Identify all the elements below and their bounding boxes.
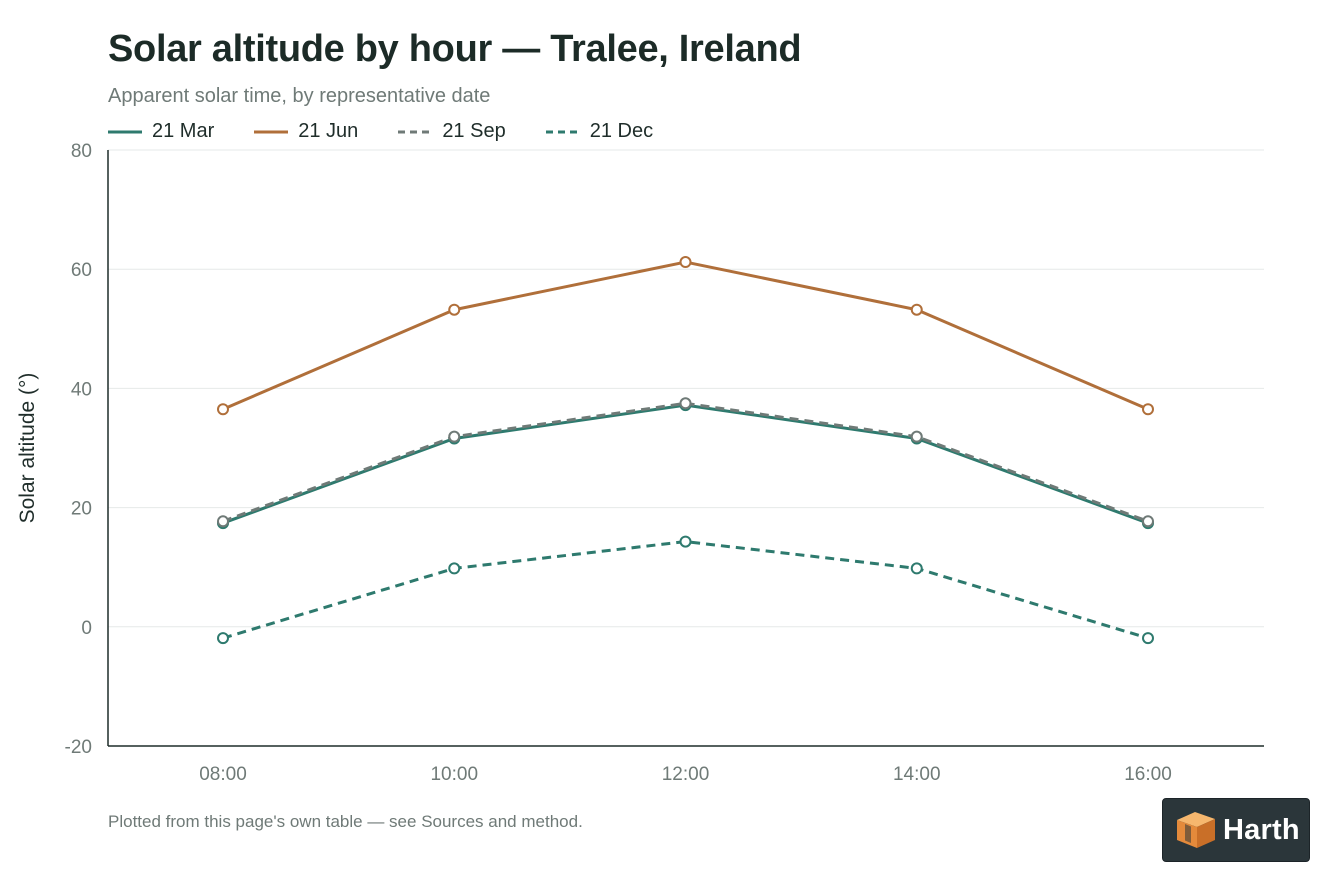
series-line xyxy=(222,260,1149,411)
legend-swatch xyxy=(545,130,580,133)
series-21-mar xyxy=(217,399,1154,530)
data-point xyxy=(448,430,461,443)
legend-item: 21 Sep xyxy=(398,120,506,143)
data-point xyxy=(217,403,229,416)
data-point xyxy=(217,632,229,645)
y-tick-label: -20 xyxy=(65,737,92,758)
data-point xyxy=(1142,403,1154,416)
y-tick-label: 20 xyxy=(71,499,92,520)
series-line xyxy=(222,401,1149,523)
series-21-sep xyxy=(217,397,1154,528)
series-line xyxy=(222,540,1149,640)
brand-name: Harth xyxy=(1223,813,1300,846)
data-point xyxy=(448,562,461,575)
legend-item: 21 Jun xyxy=(254,120,358,143)
data-point xyxy=(910,430,923,443)
legend: 21 Mar 21 Jun 21 Sep 21 Dec xyxy=(108,120,693,143)
chart-title: Solar altitude by hour — Tralee, Ireland xyxy=(108,28,802,70)
y-tick-label: 60 xyxy=(71,260,92,281)
data-point xyxy=(1142,632,1154,645)
y-axis-label: Solar altitude (°) xyxy=(16,373,39,524)
series-line xyxy=(222,403,1149,525)
series-21-dec xyxy=(217,535,1154,645)
data-point xyxy=(679,256,692,269)
x-tick-label: 10:00 xyxy=(430,764,478,785)
y-tick-label: 80 xyxy=(71,141,92,162)
data-point xyxy=(910,303,923,316)
x-tick-label: 12:00 xyxy=(662,764,710,785)
x-tick-label: 16:00 xyxy=(1124,764,1172,785)
x-tick-label: 08:00 xyxy=(199,764,247,785)
brand-logo-icon xyxy=(1177,812,1215,848)
legend-label: 21 Jun xyxy=(298,120,359,142)
brand-badge: Harth xyxy=(1162,798,1310,862)
legend-swatch xyxy=(398,130,433,133)
data-point xyxy=(679,397,692,410)
legend-label: 21 Dec xyxy=(589,120,654,142)
legend-swatch xyxy=(108,130,142,133)
chart-subtitle: Apparent solar time, by representative d… xyxy=(108,85,491,107)
y-tick-label: 0 xyxy=(81,618,92,639)
data-point xyxy=(448,303,461,316)
series-21-jun xyxy=(217,256,1154,416)
legend-label: 21 Mar xyxy=(152,120,215,142)
legend-label: 21 Sep xyxy=(442,120,506,142)
legend-item: 21 Mar xyxy=(108,120,214,143)
data-point xyxy=(910,562,923,575)
legend-item: 21 Dec xyxy=(545,120,654,143)
y-tick-label: 40 xyxy=(71,379,92,400)
legend-swatch xyxy=(254,130,289,133)
data-point xyxy=(1142,515,1154,528)
data-point xyxy=(679,535,692,548)
footnote: Plotted from this page's own table — see… xyxy=(108,812,583,831)
x-tick-label: 14:00 xyxy=(893,764,941,785)
data-point xyxy=(217,515,229,528)
